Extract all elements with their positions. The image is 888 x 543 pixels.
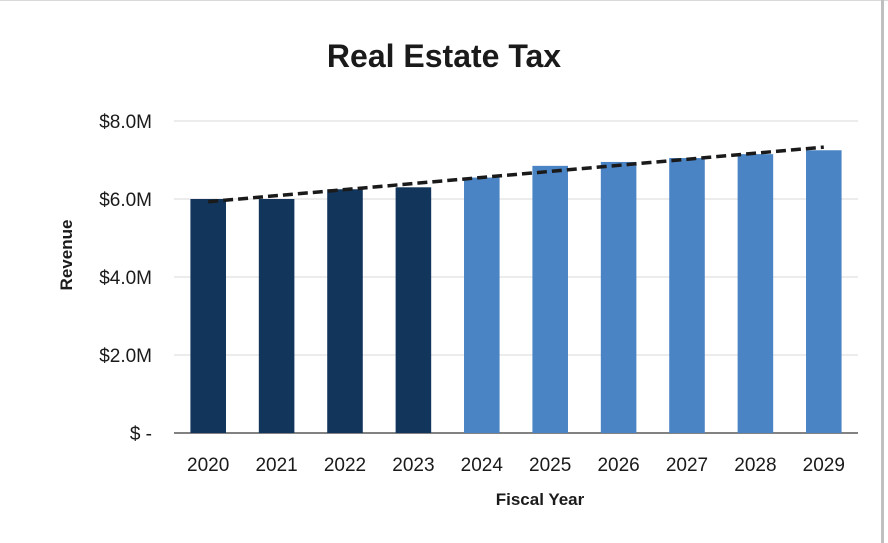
- x-tick-labels: 2020 2021 2022 2023 2024 2025 2026 2027 2028 2029: [187, 455, 845, 476]
- x-tick-label: 2026: [597, 455, 639, 476]
- bars: [190, 150, 842, 434]
- chart-title: Real Estate Tax: [326, 38, 562, 74]
- y-tick-label: $2.0M: [99, 346, 152, 367]
- y-axis-label: Revenue: [57, 220, 76, 291]
- x-axis-label: Fiscal Year: [496, 490, 585, 509]
- x-tick-label: 2022: [324, 455, 366, 476]
- x-tick-label: 2021: [255, 455, 297, 476]
- bar-2022: [327, 189, 363, 433]
- y-tick-label: $ -: [130, 424, 152, 445]
- x-tick-label: 2028: [734, 455, 776, 476]
- bar-2029: [806, 150, 842, 433]
- y-tick-labels: $ - $2.0M $4.0M $6.0M $8.0M: [99, 112, 152, 445]
- bar-2025: [532, 165, 568, 433]
- bar-2024: [464, 177, 500, 433]
- y-tick-label: $8.0M: [99, 112, 152, 133]
- bar-2028: [737, 154, 774, 433]
- bar-2023: [395, 187, 432, 433]
- frame-right-border: [881, 0, 884, 543]
- x-tick-label: 2027: [666, 455, 708, 476]
- y-tick-label: $6.0M: [99, 190, 152, 211]
- x-tick-label: 2025: [529, 455, 571, 476]
- x-tick-label: 2029: [803, 455, 845, 476]
- y-tick-label: $4.0M: [99, 268, 152, 289]
- bar-2026: [600, 161, 637, 433]
- frame-top-border: [0, 0, 888, 1]
- x-tick-label: 2020: [187, 455, 229, 476]
- x-tick-label: 2023: [392, 455, 434, 476]
- trendline: [208, 145, 824, 204]
- trendline-group: [208, 145, 824, 204]
- bar-2020: [190, 199, 226, 433]
- bar-2021: [258, 199, 295, 433]
- x-tick-label: 2024: [461, 455, 504, 476]
- bar-2027: [669, 158, 705, 434]
